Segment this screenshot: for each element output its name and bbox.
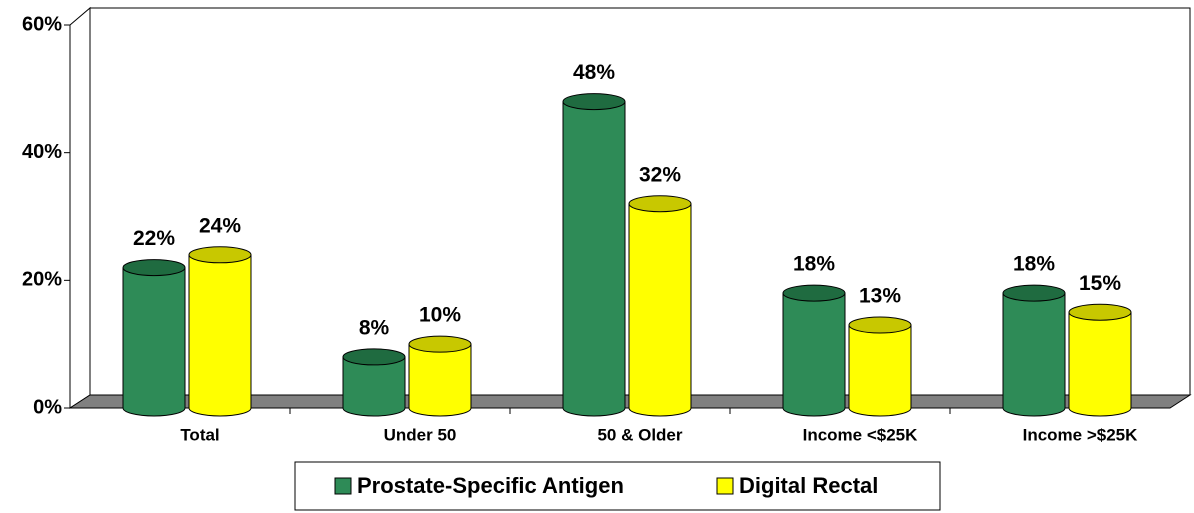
bar-top bbox=[782, 284, 846, 302]
bar bbox=[409, 344, 471, 408]
value-label: 24% bbox=[199, 214, 241, 237]
bar bbox=[849, 325, 911, 408]
bar bbox=[1003, 293, 1065, 408]
value-label: 48% bbox=[573, 61, 615, 84]
value-label: 18% bbox=[793, 253, 835, 276]
value-label: 22% bbox=[133, 227, 175, 250]
side-wall bbox=[69, 6, 91, 409]
value-label: 13% bbox=[859, 285, 901, 308]
legend bbox=[294, 461, 941, 511]
value-label: 32% bbox=[639, 163, 681, 186]
x-tick-label: Income >$25K bbox=[1023, 425, 1139, 444]
value-label: 10% bbox=[419, 304, 461, 327]
bar-top bbox=[122, 259, 186, 277]
bar bbox=[563, 101, 625, 408]
bar-top bbox=[188, 246, 252, 264]
bar bbox=[123, 267, 185, 408]
value-label: 15% bbox=[1079, 272, 1121, 295]
legend-swatch bbox=[334, 477, 352, 495]
bar-top bbox=[1068, 303, 1132, 321]
bar bbox=[1069, 312, 1131, 408]
y-tick-label: 0% bbox=[33, 396, 62, 418]
x-tick-label: Under 50 bbox=[384, 425, 457, 444]
bar-top bbox=[562, 93, 626, 111]
bar-top bbox=[408, 335, 472, 353]
bar-top bbox=[342, 348, 406, 366]
bar bbox=[343, 356, 405, 408]
legend-label: Digital Rectal bbox=[739, 473, 878, 498]
y-tick-label: 20% bbox=[22, 269, 62, 291]
legend-swatch bbox=[716, 477, 734, 495]
bar bbox=[189, 254, 251, 408]
y-tick-label: 60% bbox=[22, 13, 62, 35]
bar-top bbox=[1002, 284, 1066, 302]
bar bbox=[783, 293, 845, 408]
bar-top bbox=[628, 195, 692, 213]
value-label: 8% bbox=[359, 316, 390, 339]
legend-label: Prostate-Specific Antigen bbox=[357, 473, 624, 498]
x-tick-label: Total bbox=[180, 425, 219, 444]
bar-top bbox=[848, 316, 912, 334]
y-tick-label: 40% bbox=[22, 141, 62, 163]
bar bbox=[629, 203, 691, 408]
value-label: 18% bbox=[1013, 253, 1055, 276]
x-tick-label: 50 & Older bbox=[597, 425, 682, 444]
x-tick-label: Income <$25K bbox=[803, 425, 919, 444]
